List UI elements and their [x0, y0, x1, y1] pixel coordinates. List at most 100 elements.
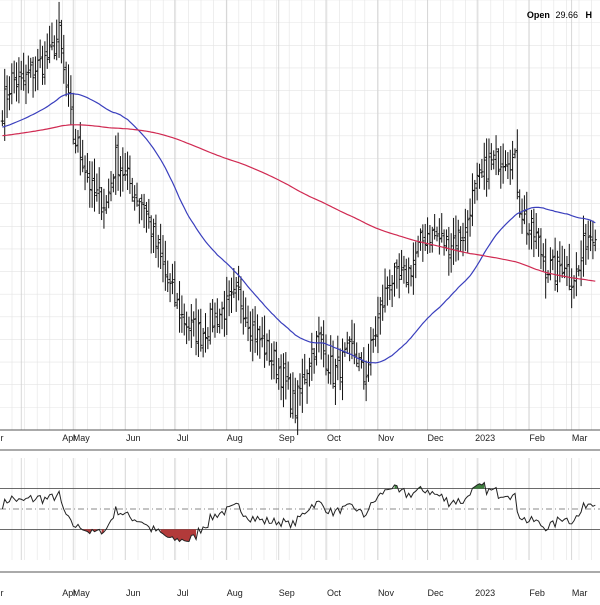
ohlc-bar: [399, 249, 404, 280]
ohlc-bar: [536, 227, 541, 257]
ohlc-bar: [260, 317, 264, 348]
ohlc-bar: [215, 298, 219, 333]
ohlc-bar: [333, 358, 338, 405]
ohlc-bar: [310, 332, 314, 381]
ohlc-bar: [418, 228, 423, 251]
ohlc-bar: [196, 309, 201, 357]
moving-average-long-line: [2, 124, 596, 282]
moving-average-short-line: [2, 92, 596, 364]
month-label: Aug: [227, 588, 243, 598]
ohlc-bar: [137, 198, 141, 224]
ohlc-bar: [244, 297, 248, 328]
ohlc-bar: [248, 311, 252, 352]
ohlc-bar: [267, 329, 271, 366]
ohlc-bar: [350, 319, 354, 360]
ohlc-bar: [546, 270, 550, 283]
ohlc-bar: [92, 158, 97, 212]
ohlc-bar: [555, 250, 560, 293]
ohlc-bar: [64, 61, 68, 97]
ohlc-bar: [5, 75, 9, 118]
open-price-readout: Open 29.66 H: [527, 10, 592, 20]
ohlc-bar: [258, 325, 262, 359]
ohlc-bar: [312, 348, 316, 374]
ohlc-bar: [272, 341, 276, 380]
ohlc-bar: [584, 224, 588, 265]
ohlc-bar: [265, 333, 269, 361]
ohlc-bar: [591, 220, 595, 260]
ohlc-bar: [189, 304, 193, 348]
ohlc-bar: [565, 256, 569, 286]
ohlc-bar: [76, 130, 80, 153]
ohlc-bar: [225, 276, 229, 335]
ohlc-bar: [17, 57, 21, 104]
ohlc-bar: [277, 357, 281, 390]
ohlc-bar: [437, 218, 441, 255]
ohlc-bar: [59, 19, 64, 64]
ohlc-bar: [574, 252, 578, 297]
ohlc-bar: [548, 247, 552, 281]
ohlc-bar: [447, 226, 451, 276]
ohlc-bar: [425, 217, 430, 254]
ohlc-bar: [581, 215, 586, 277]
ohlc-bar: [118, 156, 123, 197]
ohlc-bar: [104, 195, 108, 214]
ohlc-bar: [298, 373, 302, 406]
ohlc-bar: [480, 158, 484, 178]
ohlc-bar: [489, 143, 493, 171]
ohlc-bar: [194, 298, 198, 356]
ohlc-bar: [133, 185, 137, 211]
ohlc-bar: [166, 260, 170, 293]
ohlc-bar: [36, 48, 40, 91]
ohlc-bar: [378, 297, 382, 335]
ohlc-bar: [567, 243, 571, 291]
ohlc-bar: [156, 234, 160, 268]
ohlc-bar: [227, 280, 231, 317]
ohlc-bar: [414, 241, 418, 279]
month-label: Apr: [62, 588, 76, 598]
ohlc-bar: [329, 335, 333, 385]
ohlc-bar: [168, 273, 172, 303]
ohlc-bar: [407, 257, 411, 294]
ohlc-bar: [388, 269, 392, 301]
ohlc-bar: [95, 173, 99, 202]
ohlc-bar: [38, 39, 42, 69]
ohlc-bar: [456, 219, 460, 261]
ohlc-bar: [281, 353, 286, 408]
ohlc-bar: [149, 215, 153, 254]
ohlc-bar: [506, 152, 510, 180]
ohlc-bar: [534, 213, 538, 250]
ohlc-bar: [482, 142, 486, 190]
month-label: Apr: [62, 433, 76, 443]
month-label: May: [73, 433, 91, 443]
next-readout-label: H: [585, 10, 593, 20]
ohlc-bar: [102, 188, 106, 229]
ohlc-bar: [494, 135, 498, 176]
ohlc-bar: [3, 68, 7, 141]
ohlc-bar: [234, 276, 238, 312]
ohlc-bar: [121, 147, 125, 192]
ohlc-bar: [130, 177, 134, 202]
month-label: Nov: [378, 433, 395, 443]
ohlc-bar: [322, 320, 326, 368]
ohlc-bar: [499, 145, 503, 189]
ohlc-bar: [395, 259, 399, 289]
ohlc-bar: [492, 150, 496, 170]
month-label: Sep: [279, 433, 295, 443]
ohlc-bar: [348, 336, 352, 362]
ohlc-bar: [192, 311, 196, 337]
ohlc-bar: [532, 208, 536, 258]
ohlc-bar: [392, 262, 397, 297]
ohlc-bar: [66, 64, 71, 107]
ohlc-bar: [501, 143, 505, 184]
ohlc-bar: [274, 341, 278, 384]
month-label: Dec: [428, 588, 445, 598]
ohlc-bar: [187, 316, 191, 341]
ohlc-bar: [52, 35, 56, 60]
ohlc-bar: [293, 377, 297, 424]
ohlc-bar: [324, 334, 328, 376]
month-label: Jul: [177, 433, 189, 443]
ohlc-bar: [307, 357, 312, 387]
ohlc-bar: [303, 353, 307, 385]
ohlc-bar: [435, 226, 439, 242]
